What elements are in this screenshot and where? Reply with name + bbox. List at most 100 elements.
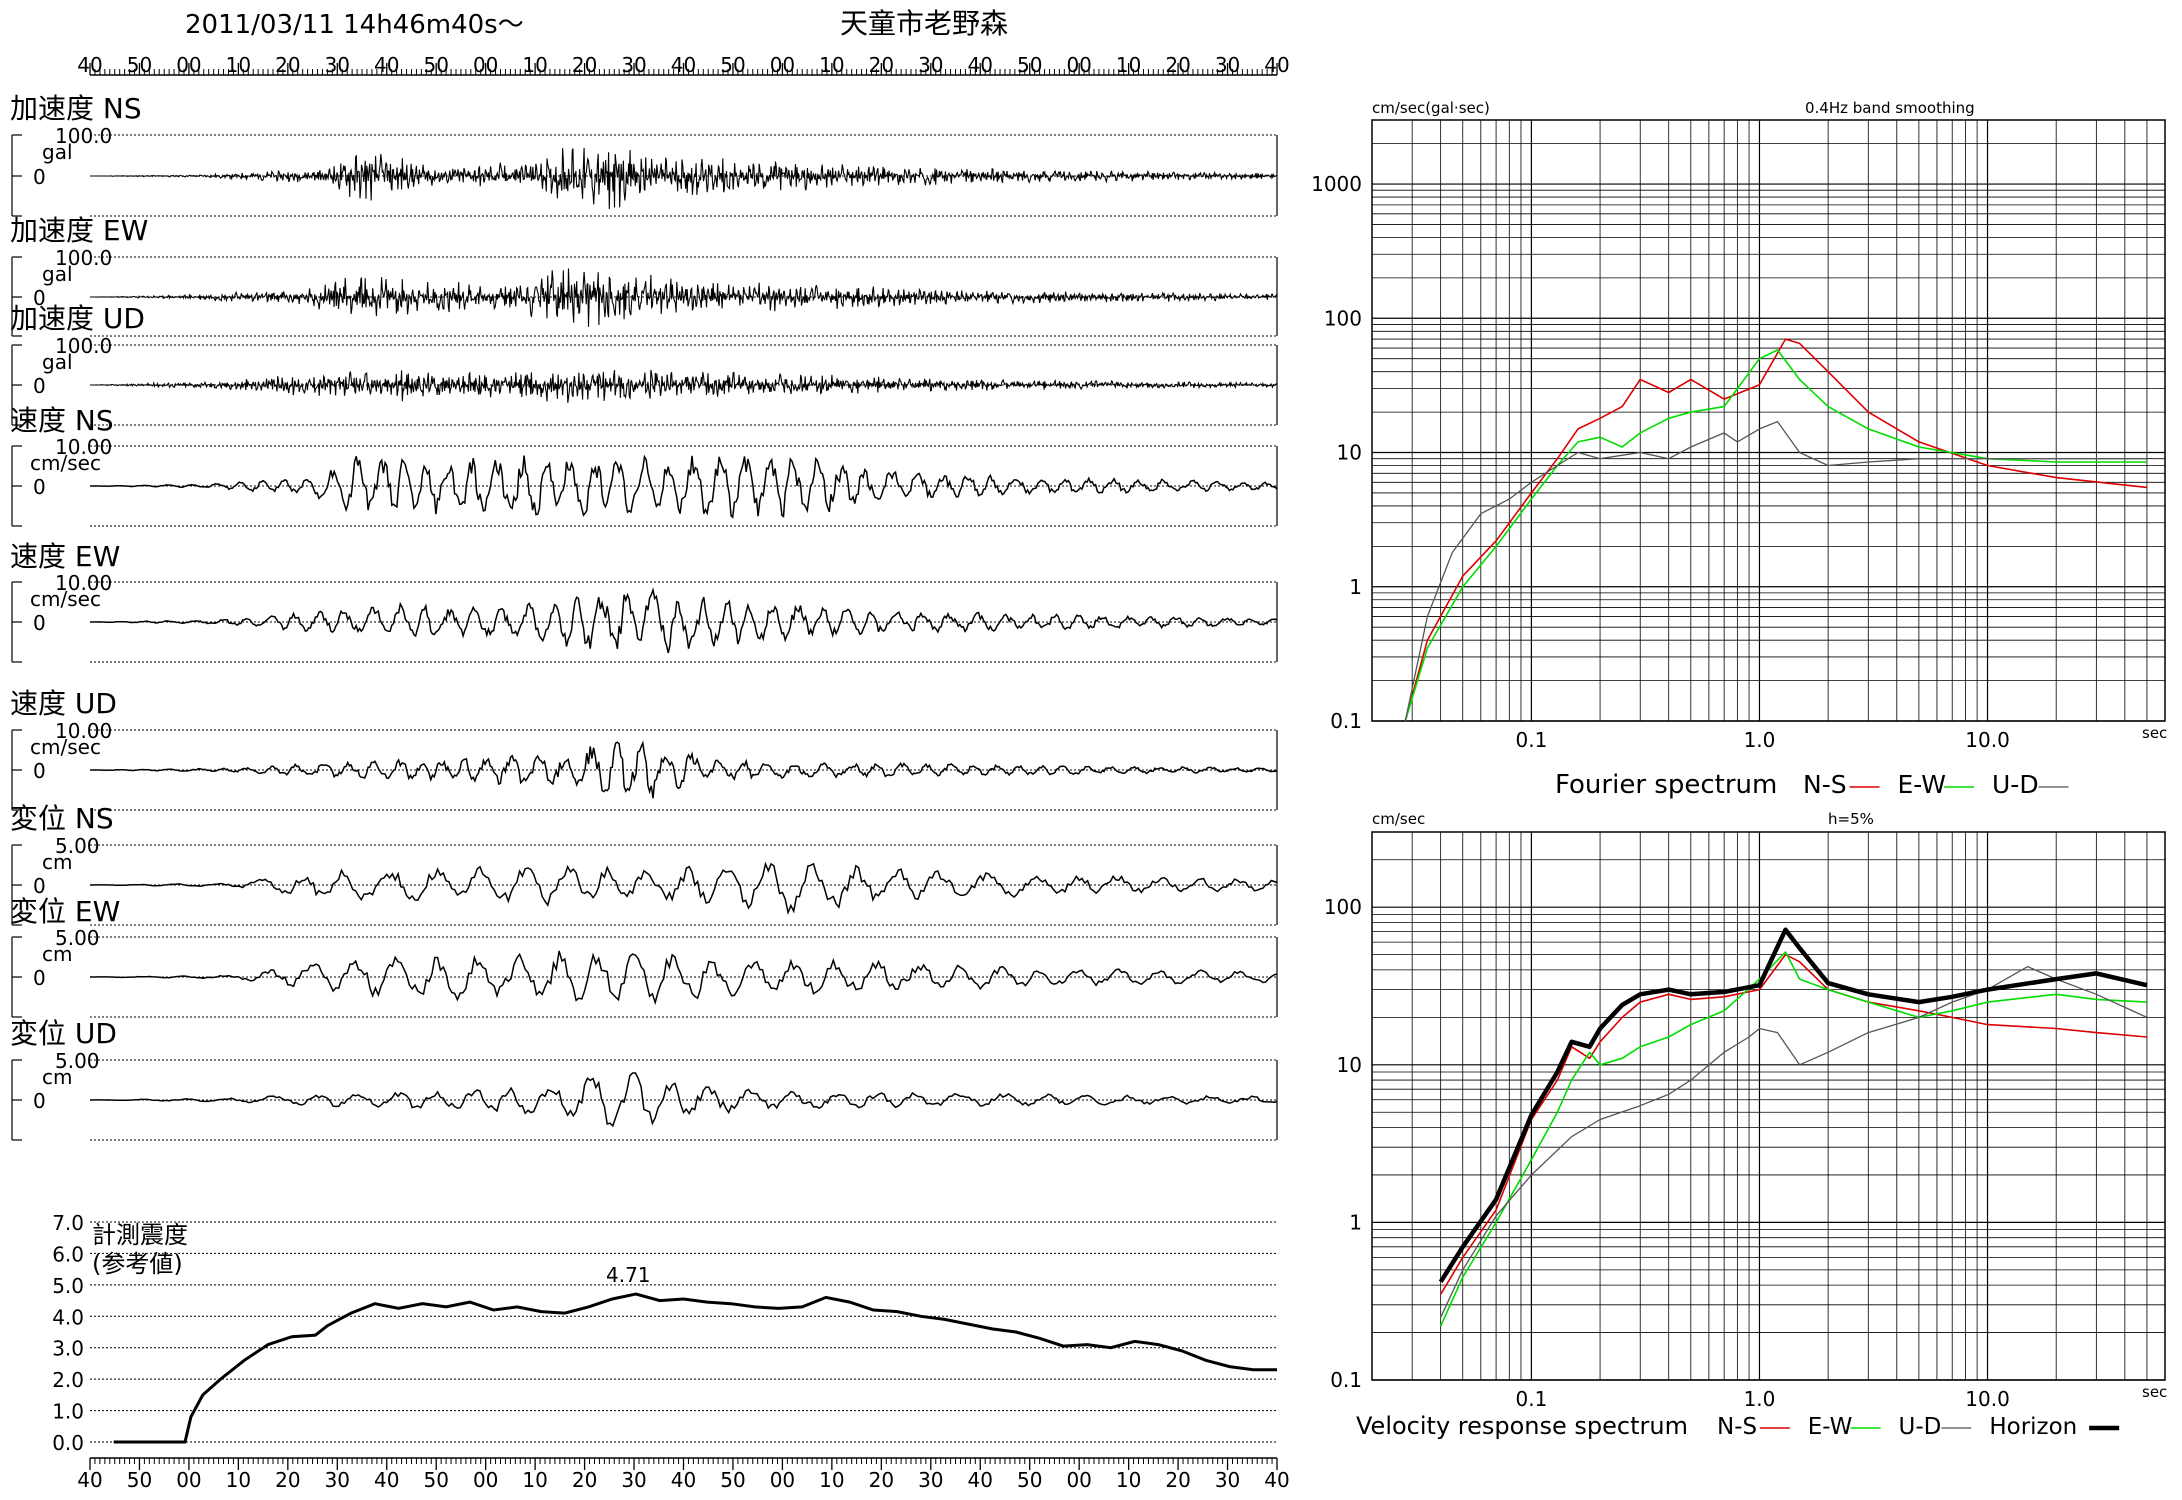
bottom-axis-tick-label: 50 (127, 1468, 152, 1492)
response-xlabel: sec (2142, 1383, 2167, 1401)
response-ylabel: cm/sec (1372, 810, 1425, 828)
bottom-axis-tick-label: 40 (374, 1468, 399, 1492)
intensity-panel: 計測震度 (参考値) 4.71 7.0 6.0 5.0 4.0 3.0 2.0 1.0 0.0 (52, 1211, 1277, 1455)
zero-label: 0 (33, 611, 46, 635)
legend-label: U-D (1992, 770, 2039, 799)
zero-label: 0 (33, 966, 46, 990)
series-line-horizon (1438, 927, 2148, 1284)
top-axis-tick-label: 00 (473, 53, 498, 77)
bottom-axis-tick-label: 30 (325, 1468, 350, 1492)
waveform-label: 速度 NS (10, 404, 114, 437)
top-axis-tick-label: 30 (918, 53, 943, 77)
bottom-axis-tick-label: 30 (918, 1468, 943, 1492)
legend-label: E-W (1898, 770, 1947, 799)
scale-value: 5.00 (55, 926, 100, 950)
bottom-axis-tick-label: 50 (720, 1468, 745, 1492)
plot-frame (1371, 119, 2166, 722)
fourier-legend-title: Fourier spectrum (1555, 770, 1777, 800)
intensity-tick-label: 4.0 (52, 1305, 84, 1329)
bottom-axis-tick-label: 00 (176, 1468, 201, 1492)
waveform-trace (90, 950, 1278, 1006)
waveform-trace (90, 369, 1278, 403)
legend-label: N-S (1803, 770, 1847, 799)
top-axis-tick-label: 10 (226, 53, 251, 77)
waveform-trace (90, 147, 1278, 210)
bottom-axis-tick-label: 30 (1215, 1468, 1240, 1492)
velocity-response-chart: cm/sec h=5% sec Velocity response spectr… (1324, 810, 2167, 1440)
scale-value: 100.0 (55, 334, 112, 358)
waveform-label: 速度 UD (10, 687, 117, 720)
intensity-tick-label: 7.0 (52, 1211, 84, 1235)
bottom-axis-tick-label: 40 (968, 1468, 993, 1492)
intensity-tick-label: 3.0 (52, 1337, 84, 1361)
x-tick-label: 0.1 (1516, 728, 1548, 752)
waveform-label: 変位 UD (10, 1017, 117, 1050)
y-tick-label: 0.1 (1330, 709, 1362, 733)
scale-value: 10.00 (55, 571, 112, 595)
scale-unit: cm (42, 1065, 72, 1089)
scale-value: 5.00 (55, 834, 100, 858)
top-axis-tick-label: 30 (621, 53, 646, 77)
scale-value: 10.00 (55, 435, 112, 459)
top-axis-tick-label: 10 (522, 53, 547, 77)
zero-label: 0 (33, 874, 46, 898)
scale-unit: gal (42, 262, 73, 286)
bottom-axis-tick-label: 00 (1066, 1468, 1091, 1492)
fourier-spectrum-chart: cm/sec(gal·sec) 0.4Hz band smoothing sec… (1311, 99, 2167, 800)
series-line-u-d (1404, 420, 2147, 722)
series-line-u-d (1440, 965, 2148, 1318)
waveform-label: 加速度 EW (10, 214, 148, 247)
waveform-trace (90, 1072, 1278, 1128)
fourier-xlabel: sec (2142, 724, 2167, 742)
response-legend-title: Velocity response spectrum (1356, 1412, 1688, 1440)
legend-label: N-S (1717, 1414, 1757, 1440)
x-tick-label: 10.0 (1965, 728, 2010, 752)
top-axis-tick-label: 10 (1116, 53, 1141, 77)
scale-unit: cm (42, 942, 72, 966)
waveform-label: 加速度 UD (10, 302, 145, 335)
top-axis-tick-label: 50 (423, 53, 448, 77)
station-name: 天童市老野森 (840, 7, 1008, 40)
top-axis-tick-label: 10 (819, 53, 844, 77)
top-axis-tick-label: 00 (770, 53, 795, 77)
bottom-axis-tick-label: 00 (473, 1468, 498, 1492)
scale-value: 10.00 (55, 719, 112, 743)
zero-label: 0 (33, 1089, 46, 1113)
y-tick-label: 1000 (1311, 172, 1362, 196)
top-axis-tick-label: 40 (968, 53, 993, 77)
scale-unit: cm/sec (30, 451, 101, 475)
top-axis-tick-label: 40 (374, 53, 399, 77)
y-tick-label: 1 (1349, 1210, 1362, 1234)
series-line-e-w (1439, 951, 2147, 1327)
scale-unit: cm/sec (30, 587, 101, 611)
legend-label: E-W (1808, 1414, 1853, 1440)
waveform-trace (90, 454, 1278, 519)
zero-label: 0 (33, 759, 46, 783)
waveform-label: 速度 EW (10, 540, 120, 573)
intensity-sublabel: (参考値) (92, 1250, 183, 1278)
waveform-trace (90, 740, 1278, 799)
bottom-axis-tick-label: 10 (1116, 1468, 1141, 1492)
bottom-axis-tick-label: 10 (522, 1468, 547, 1492)
top-axis-tick-label: 50 (127, 53, 152, 77)
series-line-n-s (1404, 338, 2147, 722)
series-line-n-s (1440, 953, 2147, 1295)
intensity-tick-label: 5.0 (52, 1274, 84, 1298)
bottom-axis-tick-label: 00 (770, 1468, 795, 1492)
scale-unit: cm (42, 850, 72, 874)
legend-label: U-D (1899, 1414, 1942, 1440)
intensity-tick-label: 1.0 (52, 1400, 84, 1424)
intensity-label: 計測震度 (92, 1221, 188, 1249)
waveform-trace (90, 861, 1278, 916)
waveform-trace (90, 587, 1278, 654)
intensity-peak-label: 4.71 (606, 1263, 651, 1287)
top-axis-tick-label: 40 (1264, 53, 1289, 77)
series-line-e-w (1404, 349, 2147, 722)
waveform-trace (90, 268, 1278, 327)
scale-value: 5.00 (55, 1049, 100, 1073)
bottom-axis-tick-label: 20 (869, 1468, 894, 1492)
top-axis-tick-label: 20 (1165, 53, 1190, 77)
